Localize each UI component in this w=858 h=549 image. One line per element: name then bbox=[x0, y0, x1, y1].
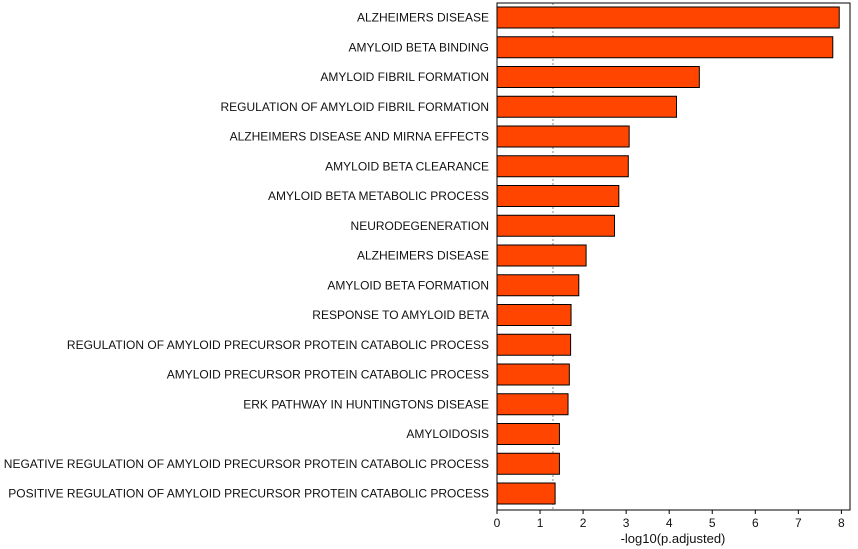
bar bbox=[496, 393, 569, 416]
bar bbox=[496, 95, 678, 118]
bars-layer bbox=[496, 6, 840, 505]
category-label: AMYLOID BETA BINDING bbox=[349, 40, 489, 54]
category-label: POSITIVE REGULATION OF AMYLOID PRECURSOR… bbox=[8, 487, 489, 501]
bar bbox=[496, 423, 560, 445]
bar bbox=[496, 66, 700, 88]
category-label: AMYLOID BETA CLEARANCE bbox=[325, 159, 489, 173]
x-tick-label: 0 bbox=[494, 516, 501, 530]
bar bbox=[496, 155, 629, 178]
category-label: ALZHEIMERS DISEASE AND MIRNA EFFECTS bbox=[230, 130, 489, 144]
category-labels-layer: ALZHEIMERS DISEASE AMYLOID BETA BINDING AM… bbox=[4, 11, 489, 501]
category-label: AMYLOID BETA METABOLIC PROCESS bbox=[268, 189, 489, 203]
bar bbox=[496, 6, 840, 29]
category-label: AMYLOIDOSIS bbox=[406, 427, 489, 441]
bar bbox=[496, 482, 556, 505]
category-label: RESPONSE TO AMYLOID BETA bbox=[312, 308, 489, 322]
plot-frame bbox=[496, 2, 851, 511]
category-label: REGULATION OF AMYLOID FIBRIL FORMATION bbox=[221, 100, 489, 114]
bar bbox=[496, 36, 834, 59]
bar bbox=[496, 185, 620, 207]
category-label: NEURODEGENERATION bbox=[351, 219, 489, 233]
x-tick-label: 5 bbox=[709, 516, 716, 530]
category-label: REGULATION OF AMYLOID PRECURSOR PROTEIN … bbox=[67, 338, 489, 352]
x-tick-label: 3 bbox=[623, 516, 630, 530]
x-tick-label: 6 bbox=[752, 516, 759, 530]
category-label: AMYLOID FIBRIL FORMATION bbox=[320, 70, 489, 84]
bar bbox=[496, 452, 560, 475]
category-label: ALZHEIMERS DISEASE bbox=[357, 11, 489, 25]
bar bbox=[496, 274, 580, 297]
x-tick-label: 1 bbox=[537, 516, 544, 530]
bar bbox=[496, 214, 616, 237]
bar bbox=[496, 363, 570, 386]
x-tick-label: 7 bbox=[795, 516, 802, 530]
x-tick-label: 2 bbox=[580, 516, 587, 530]
x-tick-label: 4 bbox=[666, 516, 673, 530]
x-ticks-layer: 0 1 2 3 4 5 6 7 8 bbox=[494, 510, 845, 530]
x-axis-title: -log10(p.adjusted) bbox=[621, 531, 726, 546]
bar bbox=[496, 304, 572, 326]
category-label: AMYLOID PRECURSOR PROTEIN CATABOLIC PROC… bbox=[167, 368, 489, 382]
bar bbox=[496, 244, 587, 267]
category-label: NEGATIVE REGULATION OF AMYLOID PRECURSOR… bbox=[4, 457, 489, 471]
bar bbox=[496, 125, 630, 148]
category-label: ERK PATHWAY IN HUNTINGTONS DISEASE bbox=[243, 397, 489, 411]
category-label: ALZHEIMERS DISEASE bbox=[357, 249, 489, 263]
bar bbox=[496, 333, 572, 356]
x-tick-label: 8 bbox=[838, 516, 845, 530]
category-label: AMYLOID BETA FORMATION bbox=[327, 278, 489, 292]
